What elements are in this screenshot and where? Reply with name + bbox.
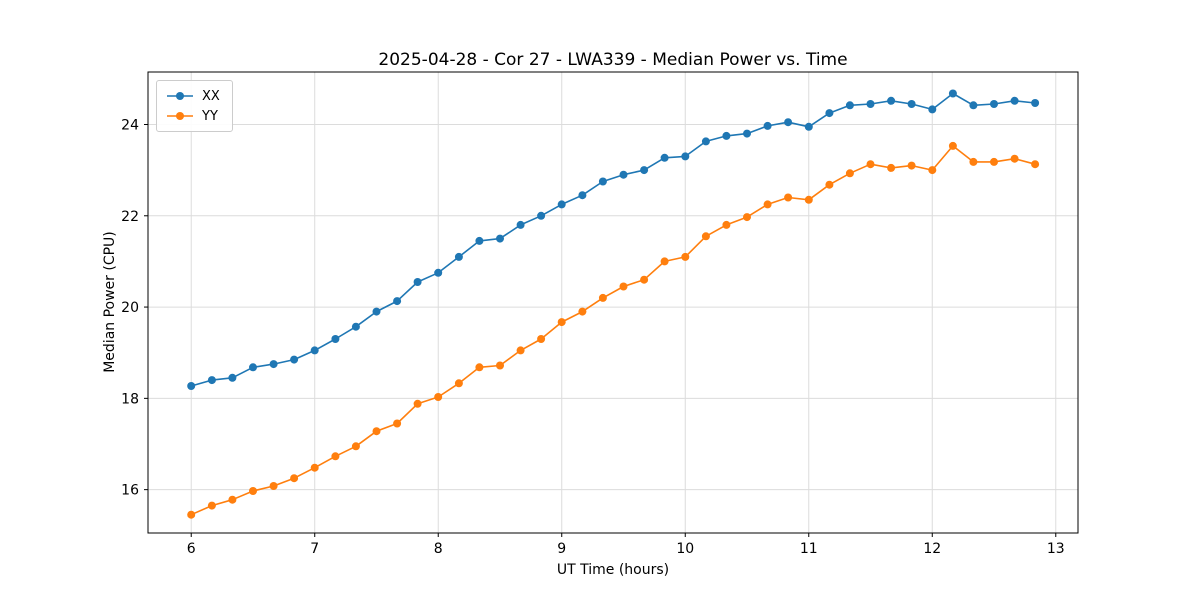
svg-text:11: 11 — [800, 541, 818, 557]
legend-marker-yy-icon — [167, 112, 193, 120]
legend-marker-xx-icon — [167, 92, 193, 100]
svg-text:22: 22 — [121, 209, 139, 225]
legend-label-xx: XX — [202, 88, 220, 104]
svg-text:24: 24 — [121, 117, 139, 133]
chart-title: 2025-04-28 - Cor 27 - LWA339 - Median Po… — [378, 50, 848, 70]
svg-text:18: 18 — [121, 391, 139, 407]
svg-text:13: 13 — [1047, 541, 1065, 557]
svg-text:20: 20 — [121, 300, 139, 316]
svg-text:12: 12 — [923, 541, 941, 557]
legend: XX YY — [156, 80, 233, 132]
svg-text:6: 6 — [187, 541, 196, 557]
svg-text:8: 8 — [434, 541, 443, 557]
x-axis-label: UT Time (hours) — [556, 562, 670, 578]
svg-text:7: 7 — [310, 541, 319, 557]
svg-text:10: 10 — [676, 541, 694, 557]
legend-label-yy: YY — [202, 108, 218, 124]
svg-text:9: 9 — [557, 541, 566, 557]
legend-item-yy: YY — [165, 106, 220, 126]
legend-item-xx: XX — [165, 86, 220, 106]
svg-text:16: 16 — [121, 483, 139, 499]
y-axis-label: Median Power (CPU) — [102, 231, 118, 373]
